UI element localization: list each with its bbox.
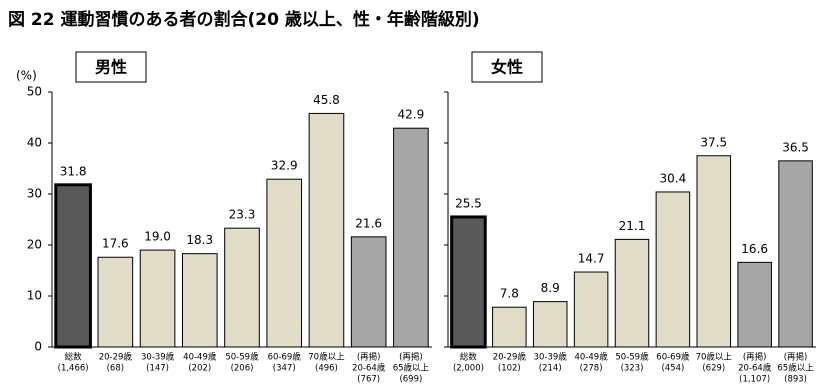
x-tick-label: 30-39歳 — [534, 352, 568, 363]
value-label: 32.9 — [271, 159, 298, 173]
x-tick-label: 60-69歳 — [656, 352, 690, 363]
bar — [737, 261, 772, 348]
value-label: 16.6 — [741, 242, 768, 256]
value-label: 8.9 — [541, 281, 560, 295]
bar — [139, 249, 176, 348]
y-tick-label: 10 — [27, 289, 42, 303]
x-tick-label: (278) — [580, 364, 603, 374]
x-tick-label: 40-49歳 — [575, 352, 609, 363]
value-label: 21.6 — [355, 216, 382, 230]
x-tick-label: (1,107) — [739, 375, 770, 385]
x-tick-label: (再掲) — [784, 352, 808, 363]
x-tick-label: 70歳以上 — [696, 352, 733, 363]
x-tick-label: (206) — [231, 364, 254, 374]
x-tick-label: 30-39歳 — [141, 352, 175, 363]
x-tick-label: (1,466) — [58, 364, 89, 374]
value-label: 30.4 — [660, 171, 687, 185]
x-tick-label: (699) — [399, 375, 422, 385]
value-label: 45.8 — [313, 93, 340, 107]
bar — [54, 183, 92, 349]
x-tick-label: 60-69歳 — [268, 352, 302, 363]
chart-title: 女性 — [491, 58, 523, 77]
value-label: 19.0 — [144, 230, 171, 244]
value-label: 42.9 — [398, 108, 425, 122]
title-box — [471, 51, 543, 83]
x-tick-label: 20-29歳 — [99, 352, 133, 363]
bar — [778, 160, 813, 348]
bar — [614, 238, 650, 348]
bar — [350, 236, 387, 348]
x-tick-label: (102) — [498, 364, 521, 374]
x-tick-label: (629) — [702, 364, 725, 374]
bar — [97, 256, 134, 348]
value-label: 25.5 — [455, 196, 482, 210]
value-label: 23.3 — [229, 208, 256, 222]
x-tick-label: (767) — [357, 375, 380, 385]
y-tick-label: 20 — [27, 238, 42, 252]
value-label: 14.7 — [578, 252, 605, 266]
x-tick-label: 50-59歳 — [615, 352, 649, 363]
bar — [696, 155, 732, 348]
y-tick-label: 50 — [27, 85, 42, 99]
bar — [181, 253, 218, 348]
value-label: 17.6 — [102, 237, 129, 251]
title-box — [75, 51, 147, 83]
x-tick-label: 40-49歳 — [183, 352, 217, 363]
bar — [532, 301, 568, 348]
x-tick-label: 総数 — [460, 352, 478, 363]
x-tick-label: (2,000) — [453, 364, 484, 374]
bar — [393, 127, 429, 348]
bar — [308, 112, 345, 348]
value-label: 18.3 — [186, 233, 213, 247]
x-tick-label: (214) — [539, 364, 562, 374]
x-tick-label: 65歳以上 — [777, 363, 814, 374]
x-tick-label: (454) — [661, 364, 684, 374]
x-tick-label: (893) — [784, 375, 807, 385]
x-tick-label: 総数 — [65, 352, 83, 363]
y-tick-label: 40 — [27, 136, 42, 150]
x-tick-label: (68) — [107, 364, 124, 374]
page-title: 図 22 運動習慣のある者の割合(20 歳以上、性・年齢階級別) — [8, 9, 480, 30]
x-tick-label: 20-64歳 — [738, 363, 772, 374]
x-tick-label: (496) — [315, 364, 338, 374]
value-label: 37.5 — [700, 135, 727, 149]
bar — [655, 191, 691, 348]
y-tick-label: 0 — [34, 340, 42, 354]
x-tick-label: (再掲) — [357, 352, 381, 363]
x-tick-label: (147) — [146, 364, 169, 374]
bar — [450, 215, 487, 349]
x-tick-label: 50-59歳 — [225, 352, 259, 363]
x-tick-label: (347) — [273, 364, 296, 374]
x-tick-label: (202) — [188, 364, 211, 374]
x-tick-label: 65歳以上 — [393, 363, 430, 374]
bar — [492, 306, 527, 348]
x-tick-label: 70歳以上 — [308, 352, 345, 363]
value-label: 31.8 — [60, 164, 87, 178]
y-tick-label: 30 — [27, 187, 42, 201]
x-tick-label: 20-64歳 — [352, 363, 386, 374]
bar — [266, 178, 303, 348]
y-unit: (%) — [16, 69, 37, 83]
x-tick-label: 20-29歳 — [493, 352, 527, 363]
x-tick-label: (323) — [621, 364, 644, 374]
bar — [573, 271, 609, 348]
value-label: 36.5 — [782, 140, 809, 154]
chart-title: 男性 — [95, 58, 127, 77]
bar — [224, 227, 260, 348]
value-label: 7.8 — [500, 287, 519, 301]
x-tick-label: (再掲) — [743, 352, 767, 363]
value-label: 21.1 — [619, 219, 646, 233]
x-tick-label: (再掲) — [399, 352, 423, 363]
